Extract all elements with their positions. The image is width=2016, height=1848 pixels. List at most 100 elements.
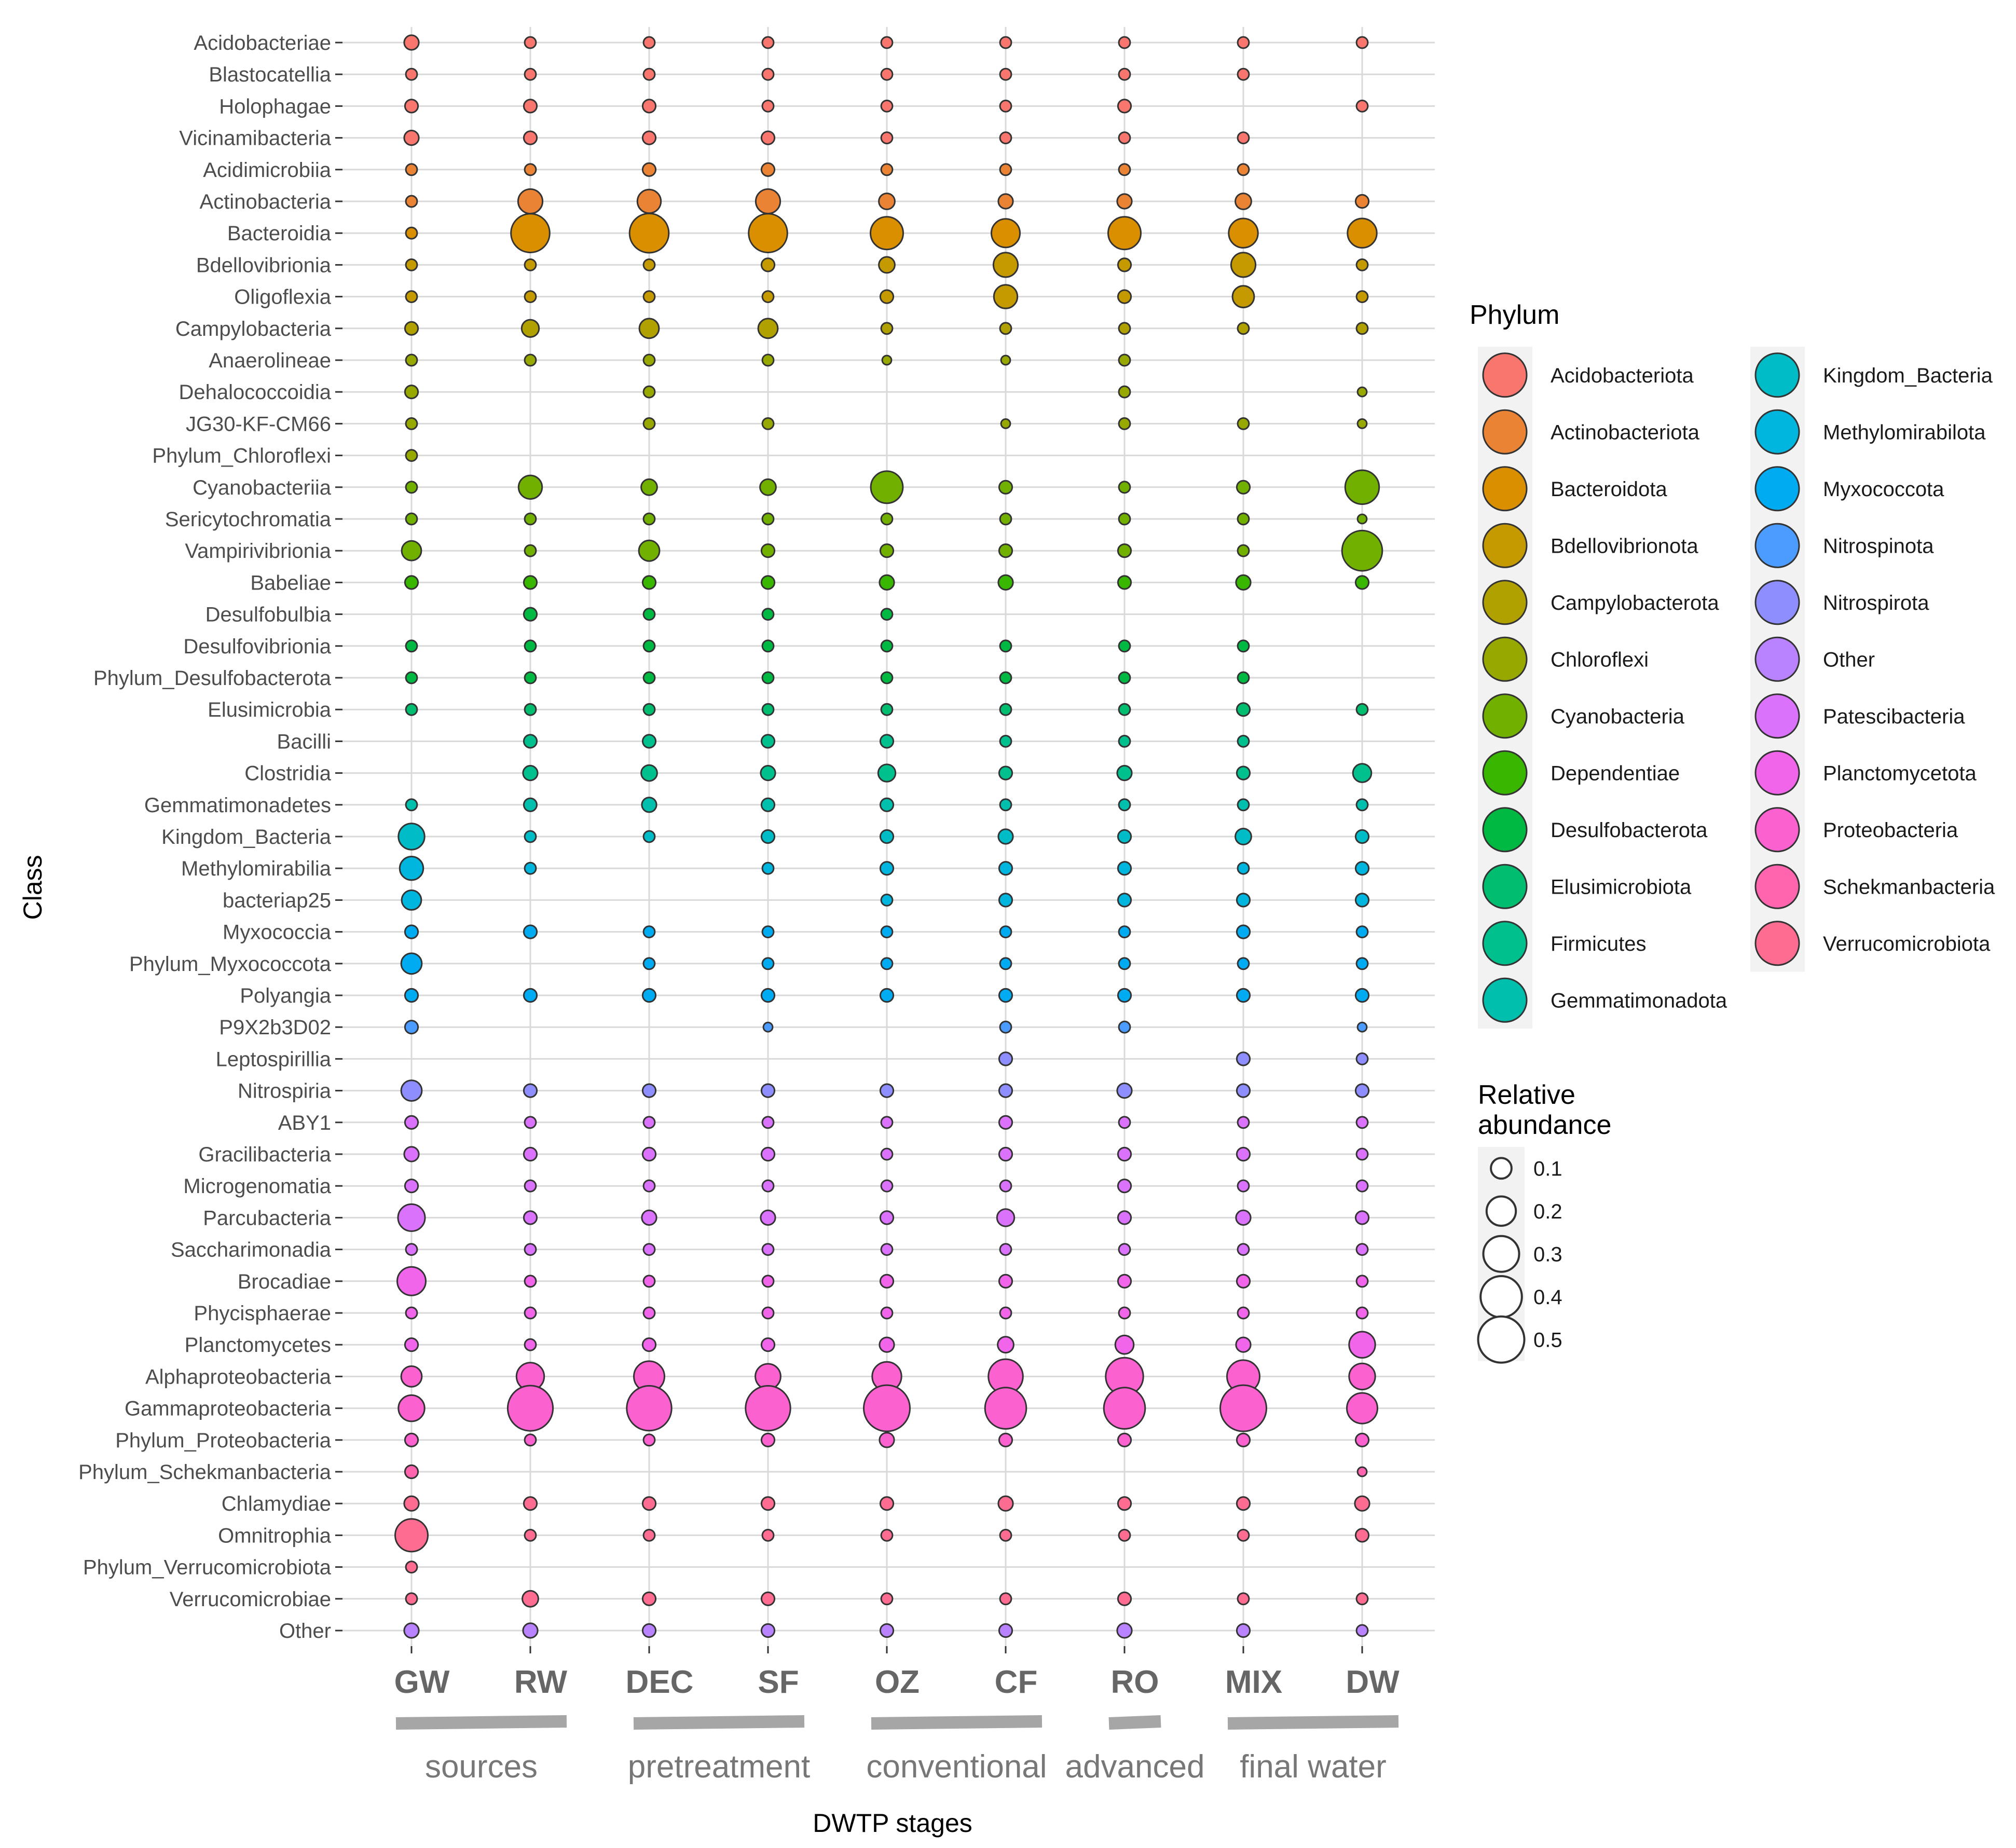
data-point: [1117, 988, 1132, 1003]
data-point: [998, 1115, 1013, 1130]
data-point: [998, 893, 1013, 908]
data-point: [880, 36, 894, 49]
data-point: [1237, 512, 1250, 526]
y-tick-label: Anaerolineae: [209, 349, 331, 372]
data-point: [1237, 1179, 1250, 1193]
data-point: [642, 1243, 656, 1256]
data-point: [1347, 217, 1378, 249]
data-point: [626, 1385, 673, 1432]
data-point: [999, 735, 1012, 748]
y-tick-label: Phylum_Schekmanbacteria: [78, 1461, 332, 1484]
data-point: [999, 639, 1012, 653]
data-point: [1237, 322, 1250, 335]
data-point: [1235, 828, 1252, 845]
data-point: [999, 36, 1012, 49]
data-point: [1116, 765, 1133, 782]
data-point: [1116, 1083, 1133, 1099]
y-tick-label: Polyangia: [240, 984, 331, 1007]
size-legend-label: 0.2: [1533, 1200, 1562, 1223]
data-point: [1236, 1432, 1251, 1447]
data-point: [1355, 957, 1369, 970]
data-point: [1118, 1116, 1131, 1129]
stage-group-bar: [1227, 1715, 1399, 1730]
data-point: [1118, 1529, 1131, 1542]
data-point: [1118, 1243, 1131, 1256]
data-point: [1356, 386, 1368, 398]
data-point: [997, 1495, 1014, 1512]
y-tick-label: Elusimicrobia: [208, 699, 332, 721]
data-point: [1118, 957, 1131, 970]
data-point: [524, 1338, 537, 1351]
data-point: [641, 988, 657, 1003]
data-point: [1237, 1306, 1250, 1320]
data-point: [999, 322, 1012, 335]
data-point: [1235, 1209, 1252, 1226]
data-point: [1237, 671, 1250, 685]
y-tick-label: Clostridia: [244, 762, 331, 785]
data-point: [1117, 1496, 1132, 1511]
data-point: [524, 290, 537, 303]
data-point: [1236, 1083, 1251, 1098]
data-point: [405, 1560, 418, 1574]
data-point: [1237, 131, 1250, 145]
data-point: [879, 1083, 895, 1098]
data-point: [517, 474, 543, 500]
y-tick-label: P9X2b3D02: [219, 1016, 331, 1039]
y-axis-title: Class: [18, 855, 47, 920]
data-point: [762, 1021, 774, 1033]
y-tick-label: Phycisphaerae: [194, 1302, 331, 1325]
data-point: [996, 1208, 1016, 1227]
data-point: [760, 1083, 776, 1098]
data-point: [879, 861, 895, 876]
data-point: [405, 798, 418, 812]
data-point: [520, 319, 540, 338]
data-point: [880, 512, 894, 526]
data-point: [1118, 353, 1131, 367]
data-point: [523, 797, 538, 812]
data-point: [524, 1179, 537, 1193]
x-axis: GW RW DEC SF OZ CF RO MIX DW sources pretreatment c…: [394, 1646, 1400, 1785]
data-point: [1117, 543, 1132, 558]
data-point: [1117, 257, 1132, 272]
data-point: [1236, 480, 1251, 495]
legend-label: Other: [1823, 648, 1875, 671]
y-tick-label: Other: [279, 1620, 331, 1642]
data-point: [1355, 1306, 1369, 1320]
data-point: [642, 36, 656, 49]
data-point: [760, 765, 776, 782]
data-point: [642, 830, 656, 843]
stage-label-oz: OZ: [875, 1664, 920, 1700]
data-point: [1117, 1591, 1132, 1606]
data-point: [524, 703, 537, 716]
data-point: [642, 957, 656, 970]
data-point: [1355, 1052, 1369, 1065]
data-point: [524, 639, 537, 653]
x-axis-title: DWTP stages: [813, 1809, 972, 1838]
data-point: [999, 1243, 1012, 1256]
data-point: [404, 1432, 419, 1447]
data-point: [1116, 193, 1133, 210]
data-point: [1118, 1020, 1131, 1034]
data-point: [1355, 290, 1369, 303]
data-point: [1344, 469, 1380, 505]
data-point: [524, 36, 537, 49]
data-point: [1354, 1528, 1370, 1543]
data-point: [524, 67, 537, 81]
data-point: [881, 354, 893, 366]
data-point: [403, 34, 420, 51]
y-tick-label: Bdellovibrionia: [196, 254, 332, 277]
data-point: [1352, 763, 1373, 783]
data-point: [1219, 1384, 1267, 1432]
data-point: [524, 1243, 537, 1256]
data-point: [1355, 258, 1369, 271]
legend-swatch: [1482, 977, 1528, 1023]
legend-swatch: [1482, 807, 1528, 853]
data-point: [1236, 765, 1251, 781]
data-point: [998, 1051, 1013, 1066]
data-point: [642, 703, 656, 716]
data-point: [878, 193, 896, 210]
data-point: [760, 1146, 776, 1162]
y-tick-label: Oligoflexia: [234, 286, 332, 309]
data-point: [879, 1432, 895, 1448]
